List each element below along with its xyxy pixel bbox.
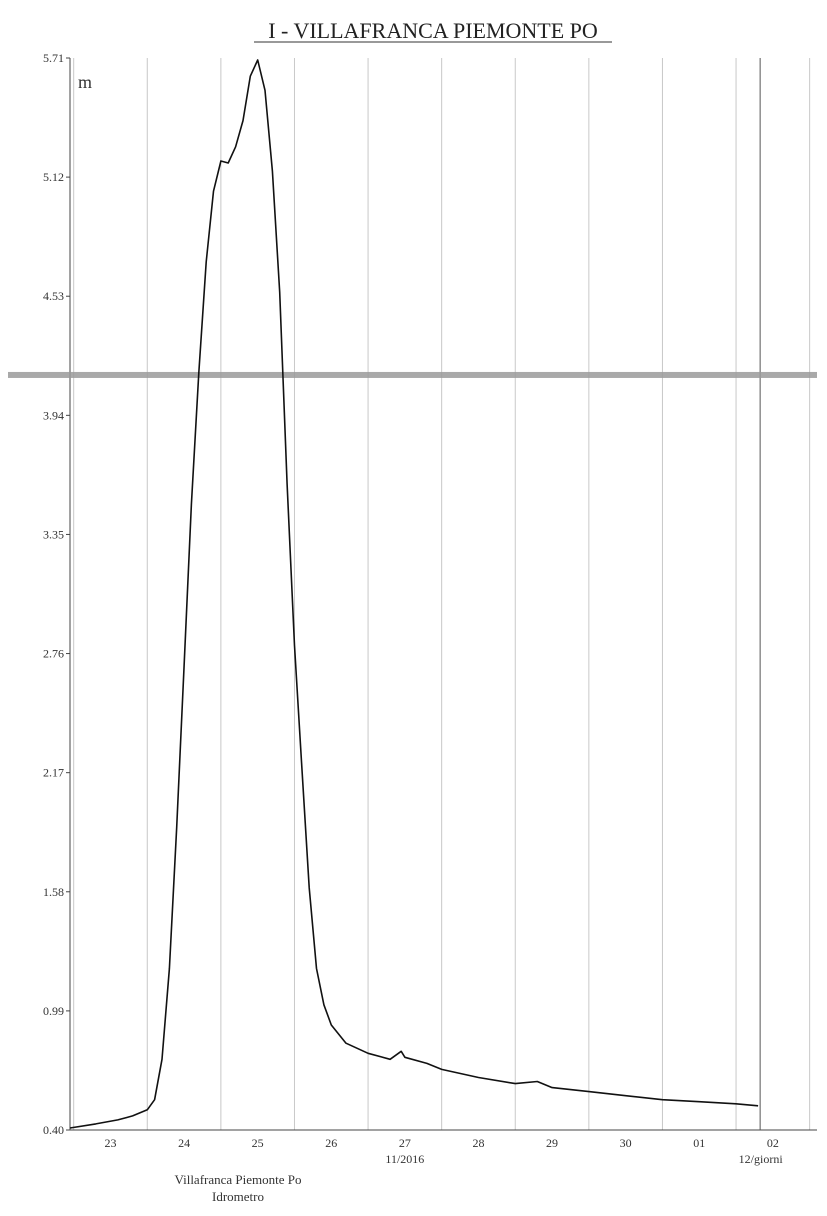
y-tick-label: 4.53	[43, 289, 64, 303]
sensor-caption: Idrometro	[212, 1189, 264, 1204]
month-label: 12/	[739, 1152, 755, 1166]
chart-title: I - VILLAFRANCA PIEMONTE PO	[268, 18, 598, 43]
level-series-line	[69, 59, 759, 1129]
x-tick-label: 01	[693, 1136, 705, 1150]
x-tick-label: 29	[546, 1136, 558, 1150]
y-tick-label: 0.40	[43, 1123, 64, 1137]
threshold-band	[8, 371, 817, 378]
x-tick-label: 23	[104, 1136, 116, 1150]
x-tick-label: 25	[252, 1136, 264, 1150]
x-tick-label: 24	[178, 1136, 190, 1150]
x-tick-label: 30	[620, 1136, 632, 1150]
x-tick-label: 26	[325, 1136, 337, 1150]
threshold-band-rect	[8, 371, 817, 378]
x-tick-label: 28	[472, 1136, 484, 1150]
grid	[73, 58, 811, 1130]
y-tick-label: 5.71	[43, 51, 64, 65]
y-tick-label: 2.76	[43, 647, 64, 661]
y-axis-unit: m	[78, 72, 92, 92]
y-tick-label: 1.58	[43, 885, 64, 899]
x-tick-label: 27	[399, 1136, 411, 1150]
x-tick-label: 02	[767, 1136, 779, 1150]
y-tick-label: 3.94	[43, 408, 64, 422]
station-caption: Villafranca Piemonte Po	[174, 1172, 301, 1187]
y-tick-label: 0.99	[43, 1004, 64, 1018]
month-label: 11/2016	[385, 1152, 424, 1166]
x-axis-unit: giorni	[754, 1152, 783, 1166]
y-tick-label: 5.12	[43, 170, 64, 184]
y-tick-label: 3.35	[43, 527, 64, 541]
y-tick-label: 2.17	[43, 766, 64, 780]
tick-labels: 0.40 0.99 1.58 2.17 2.76 3.35 3.94 4.53 5.12 5.71…	[43, 51, 779, 1166]
series	[69, 59, 759, 1129]
axes	[66, 57, 817, 1131]
